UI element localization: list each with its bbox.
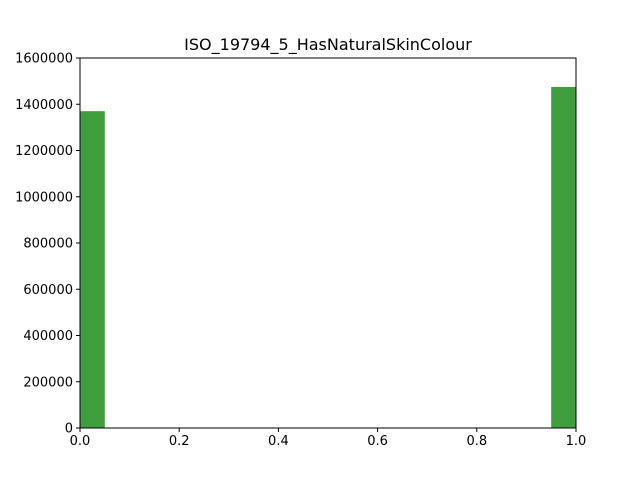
y-tick-label: 1200000 bbox=[15, 144, 73, 159]
histogram-bar-1 bbox=[551, 86, 576, 428]
bars-group bbox=[80, 86, 576, 428]
x-tick-label: 0.2 bbox=[169, 434, 190, 449]
y-tick-label: 0 bbox=[65, 422, 73, 437]
y-tick-label: 800000 bbox=[23, 237, 73, 252]
histogram-bar-0 bbox=[80, 111, 105, 428]
x-axis: 0.0 0.2 0.4 0.6 0.8 1.0 bbox=[70, 428, 587, 449]
x-tick-label: 0.6 bbox=[367, 434, 388, 449]
y-tick-label: 400000 bbox=[23, 329, 73, 344]
x-tick-label: 0.8 bbox=[466, 434, 487, 449]
plot-frame bbox=[79, 57, 577, 429]
y-tick-label: 1600000 bbox=[15, 52, 73, 67]
x-tick-label: 0.0 bbox=[70, 434, 91, 449]
y-tick-label: 600000 bbox=[23, 283, 73, 298]
y-tick-label: 200000 bbox=[23, 375, 73, 390]
chart-title: ISO_19794_5_HasNaturalSkinColour bbox=[184, 35, 472, 55]
x-tick-label: 1.0 bbox=[566, 434, 587, 449]
x-tick-label: 0.4 bbox=[268, 434, 289, 449]
y-tick-label: 1400000 bbox=[15, 98, 73, 113]
y-axis: 0 200000 400000 600000 800000 1000000 1200000 1… bbox=[15, 52, 80, 437]
y-tick-label: 1000000 bbox=[15, 190, 73, 205]
